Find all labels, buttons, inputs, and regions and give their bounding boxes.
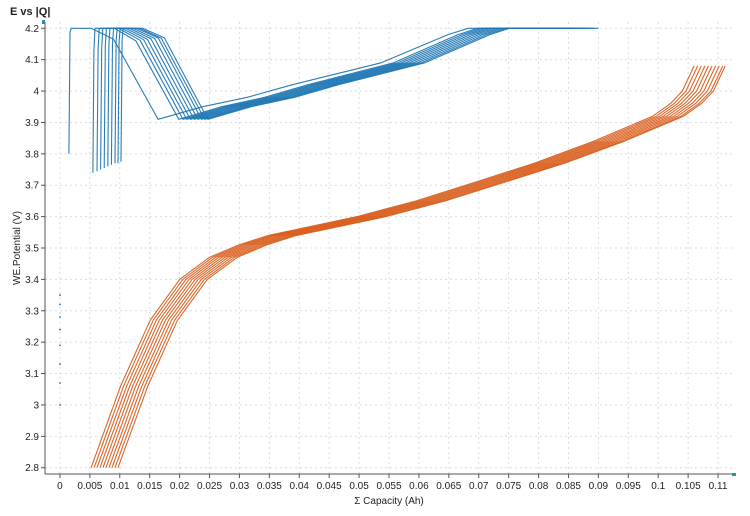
y-tick-label: 3.9 [25,118,39,129]
data-point [59,328,61,331]
axes: 0 0.005 0.01 0.015 0.02 0.025 0.03 0.035 0.04 0.0… [25,20,736,492]
x-tick-label: 0.02 [170,481,190,492]
x-tick-label: 0.045 [317,481,342,492]
x-tick-label: 0 [57,481,63,492]
x-tick-label: 0.01 [110,481,130,492]
x-tick-label: 0.095 [616,481,641,492]
x-tick-label: 0.05 [349,481,369,492]
x-tick-label: 0.08 [529,481,549,492]
grid [45,22,733,474]
series-line [114,65,724,468]
x-tick-label: 0.075 [496,481,521,492]
y-tick-label: 3.8 [25,149,39,160]
y-tick-label: 3.4 [25,275,39,286]
y-tick-label: 3.6 [25,212,39,223]
x-tick-label: 0.1 [651,481,665,492]
series-line [90,65,695,468]
chart-title: E vs |Q| [10,6,51,18]
y-tick-label: 2.9 [25,432,39,443]
series-line [92,27,566,173]
y-tick-label: 4.2 [25,24,39,35]
data-point [59,344,61,347]
data-point [59,303,61,306]
series-line [100,27,574,170]
data-point [59,382,61,384]
x-tick-label: 0.06 [409,481,429,492]
y-tick-label: 3.5 [25,244,39,255]
y-tick-label: 4 [33,87,39,98]
series-layer [59,27,726,468]
series-line [96,65,702,468]
y-tick-label: 3.7 [25,181,39,192]
x-tick-label: 0.005 [77,481,102,492]
series-line [99,65,706,468]
x-tick-label: 0.04 [290,481,310,492]
x-tick-label: 0.07 [469,481,489,492]
y-tick-label: 3.1 [25,369,39,380]
series-line [102,65,709,468]
x-tick-label: 0.015 [137,481,162,492]
series-line [108,65,717,468]
y-tick-label: 4.1 [25,55,39,66]
x-tick-label: 0.085 [556,481,581,492]
series-line [117,65,726,468]
series-line [120,27,599,162]
series-charge [59,27,599,406]
x-tick-label: 0.055 [376,481,401,492]
x-tick-label: 0.025 [197,481,222,492]
series-line [105,65,713,468]
series-line [111,65,720,468]
x-tick-label: 0.11 [709,481,728,492]
series-line [103,27,579,169]
x-tick-label: 0.035 [257,481,282,492]
data-point [59,363,61,366]
x-tick-label: 0.105 [676,481,701,492]
x-axis-title: Σ Capacity (Ah) [354,496,424,507]
y-tick-label: 3.3 [25,306,39,317]
data-point [59,294,61,296]
y-axis-title: WE.Potential (V) [12,211,23,285]
series-discharge [90,65,726,468]
x-tick-label: 0.03 [230,481,250,492]
x-tick-label: 0.065 [436,481,461,492]
data-point [59,404,61,406]
y-tick-label: 2.8 [25,463,39,474]
series-line [68,27,560,154]
data-point [59,316,61,318]
y-tick-label: 3 [33,400,39,411]
series-line [110,27,587,165]
axis-corner-marker [42,20,45,24]
x-tick-label: 0.09 [589,481,609,492]
y-tick-label: 3.2 [25,338,39,349]
axis-corner-marker [732,473,736,476]
series-line [107,27,583,167]
series-line [93,65,699,468]
